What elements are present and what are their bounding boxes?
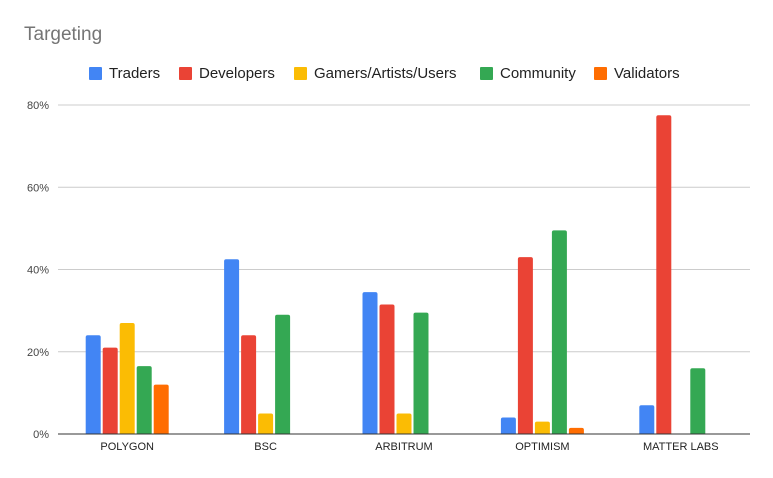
bar-developers: [241, 335, 257, 434]
legend-swatch-validators: [594, 66, 607, 80]
bar-developers: [517, 257, 533, 434]
bar-gamers-artists-users: [119, 322, 135, 434]
bar-community: [551, 230, 567, 434]
legend-item-community: Community: [480, 62, 576, 84]
legend-label-developers: Developers: [199, 64, 275, 82]
y-tick-label: 80%: [27, 100, 49, 112]
x-tick-label: MATTER LABS: [643, 441, 719, 453]
chart-legend: Traders Developers Gamers/Artists/Users …: [0, 62, 773, 84]
legend-item-gamers: Gamers/Artists/Users: [294, 62, 457, 84]
x-tick-label: OPTIMISM: [515, 441, 569, 453]
bar-community: [690, 368, 706, 434]
x-tick-label: POLYGON: [100, 441, 154, 453]
legend-item-developers: Developers: [179, 62, 275, 84]
legend-label-traders: Traders: [109, 64, 161, 82]
legend-item-validators: Validators: [594, 62, 680, 84]
legend-swatch-community: [480, 66, 493, 80]
bar-traders: [500, 417, 516, 434]
bar-developers: [379, 304, 395, 434]
bar-community: [413, 312, 429, 434]
bar-community: [275, 314, 291, 434]
legend-label-validators: Validators: [614, 64, 680, 82]
bar-traders: [362, 292, 378, 434]
bar-gamers-artists-users: [258, 413, 274, 434]
x-tick-label: BSC: [254, 441, 277, 453]
legend-swatch-developers: [179, 66, 192, 80]
bar-traders: [224, 259, 240, 434]
y-tick-label: 0%: [33, 429, 49, 441]
bar-community: [136, 366, 152, 434]
y-tick-label: 40%: [27, 265, 49, 277]
bar-validators: [568, 427, 584, 434]
legend-label-gamers: Gamers/Artists/Users: [314, 64, 457, 82]
bar-gamers-artists-users: [534, 421, 550, 434]
x-tick-label: ARBITRUM: [375, 441, 432, 453]
y-tick-label: 60%: [27, 182, 49, 194]
legend-swatch-traders: [89, 66, 102, 80]
bar-developers: [656, 115, 672, 434]
bar-validators: [153, 384, 169, 434]
y-tick-label: 20%: [27, 347, 49, 359]
bar-developers: [102, 347, 118, 434]
legend-item-traders: Traders: [89, 62, 160, 84]
legend-label-community: Community: [500, 64, 576, 82]
chart-title: Targeting: [24, 24, 103, 45]
legend-swatch-gamers: [294, 66, 307, 80]
bar-traders: [85, 335, 101, 434]
bar-traders: [639, 405, 655, 434]
bar-gamers-artists-users: [396, 413, 412, 434]
